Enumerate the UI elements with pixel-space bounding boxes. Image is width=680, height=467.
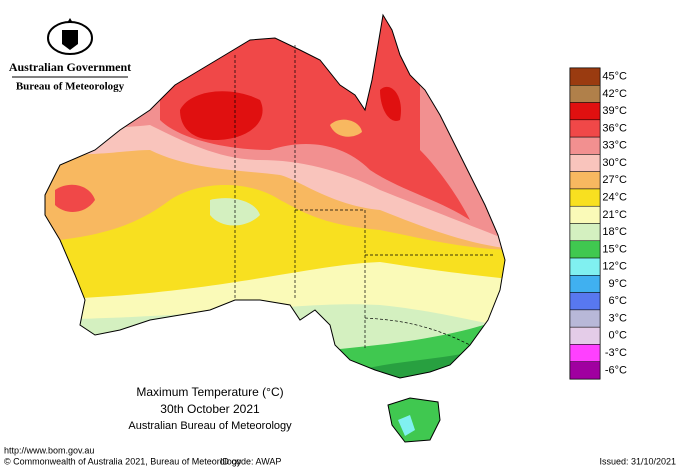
state-borders: [234, 45, 495, 350]
legend-swatch: [569, 205, 601, 224]
agency-name: Bureau of Meteorology: [16, 81, 125, 93]
legend-label: 15°C: [602, 243, 627, 255]
legend-swatch: [569, 292, 601, 311]
legend-label: 6°C: [609, 295, 628, 307]
legend-label: 12°C: [602, 261, 627, 273]
legend-label: -3°C: [605, 347, 627, 359]
legend-swatch: [569, 326, 601, 345]
legend-swatch: [569, 361, 601, 380]
legend: 45°C 42°C 39°C 36°C 33°C 30°C 27°C 24°C 21°C 18°C…: [569, 67, 628, 380]
legend-swatch: [569, 102, 601, 121]
tasmania-highland: [398, 415, 415, 436]
legend-label: 24°C: [602, 191, 627, 203]
legend-swatch: [569, 309, 601, 328]
legend-label: 0°C: [609, 330, 628, 342]
footer-url: http://www.bom.gov.au: [4, 445, 94, 455]
legend-swatch: [569, 344, 601, 362]
legend-label: 21°C: [602, 209, 627, 221]
legend-label: 30°C: [602, 157, 627, 169]
legend-label: 27°C: [602, 174, 627, 186]
legend-swatch: [569, 154, 601, 172]
temperature-map: [45, 15, 505, 378]
caption-date: 30th October 2021: [160, 402, 260, 416]
legend-label: 3°C: [609, 312, 628, 324]
caption-title: Maximum Temperature (°C): [136, 385, 283, 399]
legend-swatch: [569, 171, 601, 190]
legend-label: -6°C: [605, 364, 627, 376]
caption-source: Australian Bureau of Meteorology: [128, 420, 292, 432]
legend-label: 39°C: [602, 105, 627, 117]
legend-label: 9°C: [609, 278, 628, 290]
emblem: [47, 18, 93, 55]
legend-swatch: [569, 223, 601, 242]
footer-issued: Issued: 31/10/2021: [599, 456, 676, 466]
footer-copyright: © Commonwealth of Australia 2021, Bureau…: [4, 456, 242, 466]
legend-swatch: [569, 136, 601, 155]
legend-label: 36°C: [602, 122, 627, 134]
legend-swatch: [569, 67, 601, 86]
legend-label: 18°C: [602, 226, 627, 238]
legend-swatch: [569, 119, 601, 138]
legend-swatch: [569, 85, 601, 103]
legend-label: 33°C: [602, 140, 627, 152]
legend-swatch: [569, 275, 601, 293]
legend-swatch: [569, 257, 601, 276]
legend-swatch: [569, 240, 601, 259]
footer-id-code: ID code: AWAP: [220, 456, 281, 466]
government-name: Australian Government: [9, 60, 131, 74]
legend-swatch: [569, 188, 601, 207]
tasmania: [387, 397, 441, 443]
coastline: [44, 13, 506, 379]
legend-label: 45°C: [602, 71, 627, 83]
legend-label: 42°C: [602, 88, 627, 100]
